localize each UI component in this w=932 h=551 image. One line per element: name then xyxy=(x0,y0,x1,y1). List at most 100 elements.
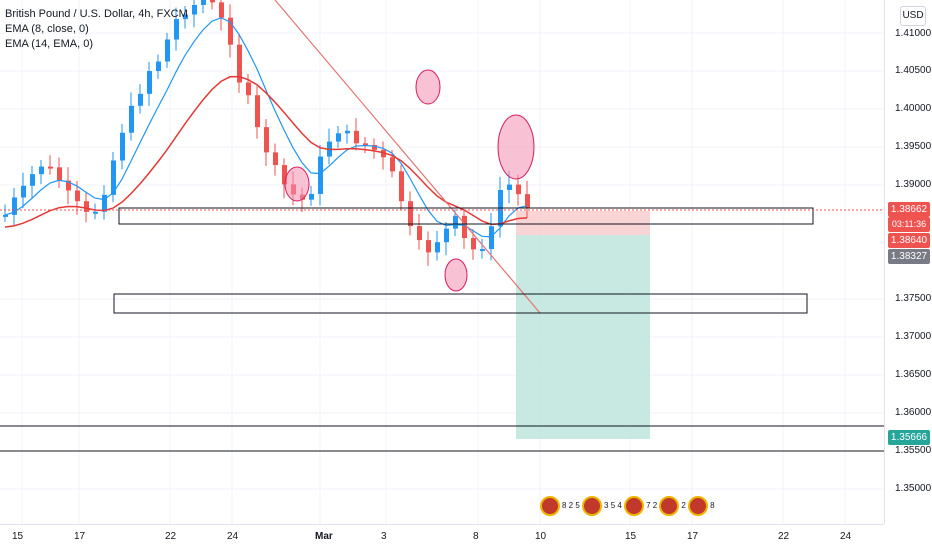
candle-body xyxy=(183,14,188,20)
candle-body xyxy=(75,190,80,202)
time-tick: Mar xyxy=(315,531,333,542)
price-tick: 1.35000 xyxy=(895,483,932,494)
candle-body xyxy=(246,82,251,96)
candle-body xyxy=(138,93,143,106)
candle-body xyxy=(318,156,323,194)
candle-body xyxy=(516,184,521,195)
candle-body xyxy=(48,166,53,169)
candle-body xyxy=(111,160,116,195)
candle-body xyxy=(399,171,404,202)
us-flag-icon[interactable] xyxy=(540,496,560,516)
annotation-ellipse xyxy=(497,114,535,180)
us-flag-icon[interactable] xyxy=(582,496,603,516)
target-badge: 1.35666 xyxy=(888,430,930,445)
ema-value-badge: 1.38327 xyxy=(888,249,930,264)
annotation-ellipse xyxy=(444,258,468,292)
candle-body xyxy=(354,130,359,144)
resistance-box xyxy=(118,207,814,225)
candle-body xyxy=(12,197,17,215)
candle-body xyxy=(93,211,98,214)
symbol-title: British Pound / U.S. Dollar, 4h, FXCM xyxy=(5,8,188,20)
price-tick: 1.36000 xyxy=(895,407,932,418)
candle-body xyxy=(408,201,413,227)
candle-body xyxy=(165,39,170,62)
support-box xyxy=(113,293,808,314)
us-flag-icon[interactable] xyxy=(624,496,645,516)
time-tick: 22 xyxy=(165,531,177,542)
annotation-ellipse xyxy=(284,166,310,202)
candle-body xyxy=(147,71,152,94)
candle-body xyxy=(525,194,530,208)
price-tick: 1.37000 xyxy=(895,331,932,342)
currency-button[interactable]: USD xyxy=(900,6,926,26)
event-count: 8 xyxy=(710,501,715,511)
time-tick: 15 xyxy=(12,531,24,542)
last-price-badge: 1.38662 xyxy=(888,202,930,217)
candle-body xyxy=(228,17,233,45)
candle-body xyxy=(426,240,431,253)
time-tick: 8 xyxy=(473,531,479,542)
price-tick: 1.39000 xyxy=(895,179,932,190)
candle-body xyxy=(102,194,107,212)
us-flag-icon[interactable] xyxy=(688,496,709,516)
candle-body xyxy=(345,130,350,134)
candle-body xyxy=(156,61,161,72)
uk-flag-icon[interactable] xyxy=(659,496,680,516)
candle-body xyxy=(282,165,287,185)
price-tick: 1.37500 xyxy=(895,293,932,304)
candle-body xyxy=(507,184,512,190)
time-axis[interactable] xyxy=(0,524,884,551)
event-count: 2 xyxy=(681,501,686,511)
economic-events-bar[interactable]: 8 2 5 3 5 4 7 2 2 8 xyxy=(540,496,715,516)
time-tick: 15 xyxy=(625,531,637,542)
candle-body xyxy=(57,167,62,181)
candle-body xyxy=(255,95,260,128)
candle-body xyxy=(84,201,89,212)
candle-body xyxy=(30,174,35,186)
candle-body xyxy=(471,238,476,250)
candle-body xyxy=(381,149,386,158)
countdown-badge: 03:11:36 xyxy=(888,217,930,232)
candle-body xyxy=(237,44,242,83)
candle-body xyxy=(363,143,368,146)
time-tick: 17 xyxy=(74,531,86,542)
bid-badge: 1.38640 xyxy=(888,233,930,248)
candle-body xyxy=(453,215,458,229)
candle-body xyxy=(444,228,449,243)
candle-body xyxy=(309,193,314,200)
candle-body xyxy=(21,185,26,198)
candle-body xyxy=(219,2,224,18)
price-tick: 1.41000 xyxy=(895,28,932,39)
price-tick: 1.36500 xyxy=(895,369,932,380)
candle-body xyxy=(210,0,215,3)
price-tick: 1.35500 xyxy=(895,445,932,456)
candle-body xyxy=(417,226,422,241)
event-count: 3 5 4 xyxy=(604,501,622,511)
time-tick: 22 xyxy=(778,531,790,542)
candle-body xyxy=(462,215,467,239)
time-tick: 24 xyxy=(227,531,239,542)
candle-body xyxy=(336,133,341,142)
candle-body xyxy=(201,0,206,5)
time-tick: 10 xyxy=(535,531,547,542)
candle-body xyxy=(273,152,278,166)
candle-body xyxy=(120,132,125,161)
time-tick: 17 xyxy=(687,531,699,542)
candle-body xyxy=(192,4,197,15)
price-tick: 1.40500 xyxy=(895,65,932,76)
take-profit-zone xyxy=(516,235,650,439)
candle-body xyxy=(174,19,179,40)
candle-body xyxy=(372,144,377,150)
candle-body xyxy=(390,157,395,172)
candle-body xyxy=(39,166,44,175)
price-tick: 1.40000 xyxy=(895,103,932,114)
candle-body xyxy=(480,249,485,252)
stop-loss-zone xyxy=(516,211,650,235)
candle-body xyxy=(435,242,440,253)
price-plot[interactable] xyxy=(0,0,884,524)
event-count: 8 2 5 xyxy=(562,501,580,511)
candle-body xyxy=(3,214,8,217)
price-tick: 1.39500 xyxy=(895,141,932,152)
candle-body xyxy=(264,127,269,153)
